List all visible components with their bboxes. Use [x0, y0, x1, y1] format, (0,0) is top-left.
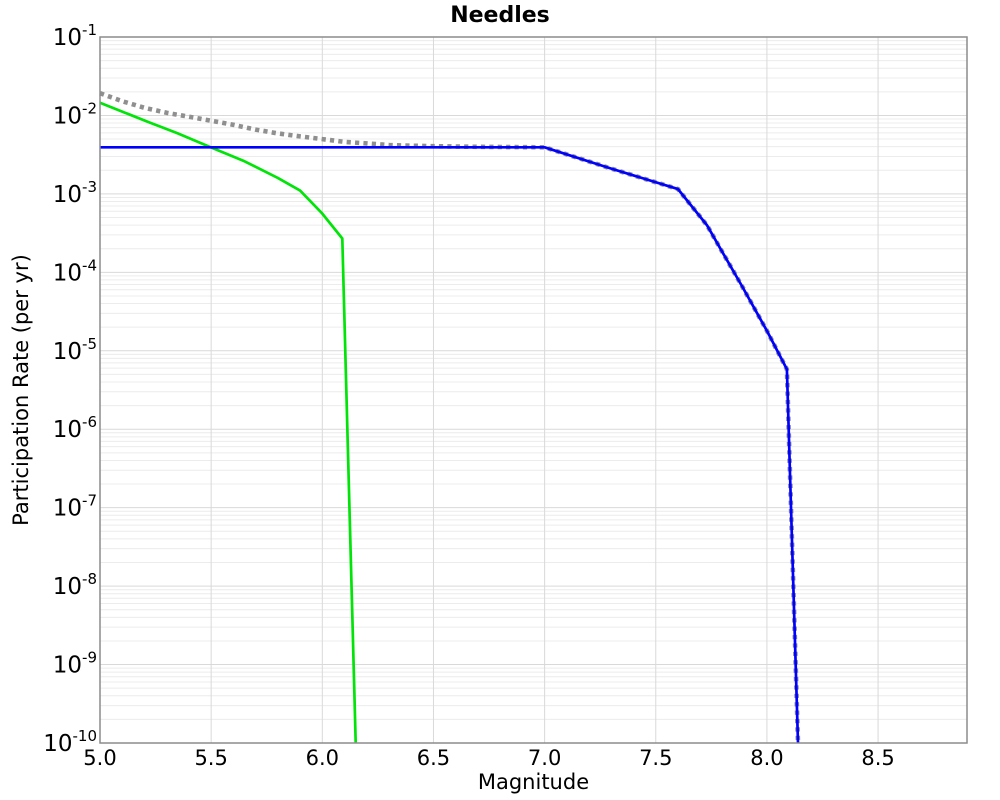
chart-title: Needles	[450, 3, 550, 28]
x-axis-title: Magnitude	[477, 770, 590, 794]
x-tick-label: 7.0	[528, 746, 561, 770]
plot-border	[99, 36, 968, 744]
x-tick-label: 7.5	[639, 746, 672, 770]
series-green-curve	[99, 101, 358, 744]
y-tick-label: 10-2	[53, 99, 97, 129]
series-blue-curve	[100, 145, 800, 744]
y-tick-label: 10-6	[53, 413, 97, 443]
y-tick-label: 10-1	[53, 21, 97, 51]
x-tick-label: 5.0	[83, 746, 116, 770]
y-tick-label: 10-7	[53, 492, 97, 522]
x-tick-label: 6.0	[306, 746, 339, 770]
x-tick-label: 5.5	[194, 746, 227, 770]
series-gray-dotted-curve	[99, 91, 801, 744]
x-tick-label: 8.5	[861, 746, 894, 770]
x-tick-label: 6.5	[417, 746, 450, 770]
y-tick-label: 10-4	[53, 256, 97, 286]
series-layer	[99, 91, 801, 744]
major-gridlines	[99, 36, 967, 744]
y-tick-label: 10-8	[53, 570, 97, 600]
x-tick-labels: 5.0 5.5 6.0 6.5 7.0 7.5 8.0 8.5	[83, 746, 894, 770]
y-tick-label: 10-5	[53, 335, 97, 365]
y-tick-label: 10-10	[43, 727, 97, 757]
minor-gridlines	[100, 40, 967, 720]
y-tick-label: 10-3	[53, 178, 97, 208]
y-tick-label: 10-9	[53, 649, 97, 679]
x-tick-label: 8.0	[750, 746, 783, 770]
y-tick-labels: 10-1 10-2 10-3 10-4 10-5 10-6 10-7 10-8 10-9 10-1…	[43, 21, 97, 757]
